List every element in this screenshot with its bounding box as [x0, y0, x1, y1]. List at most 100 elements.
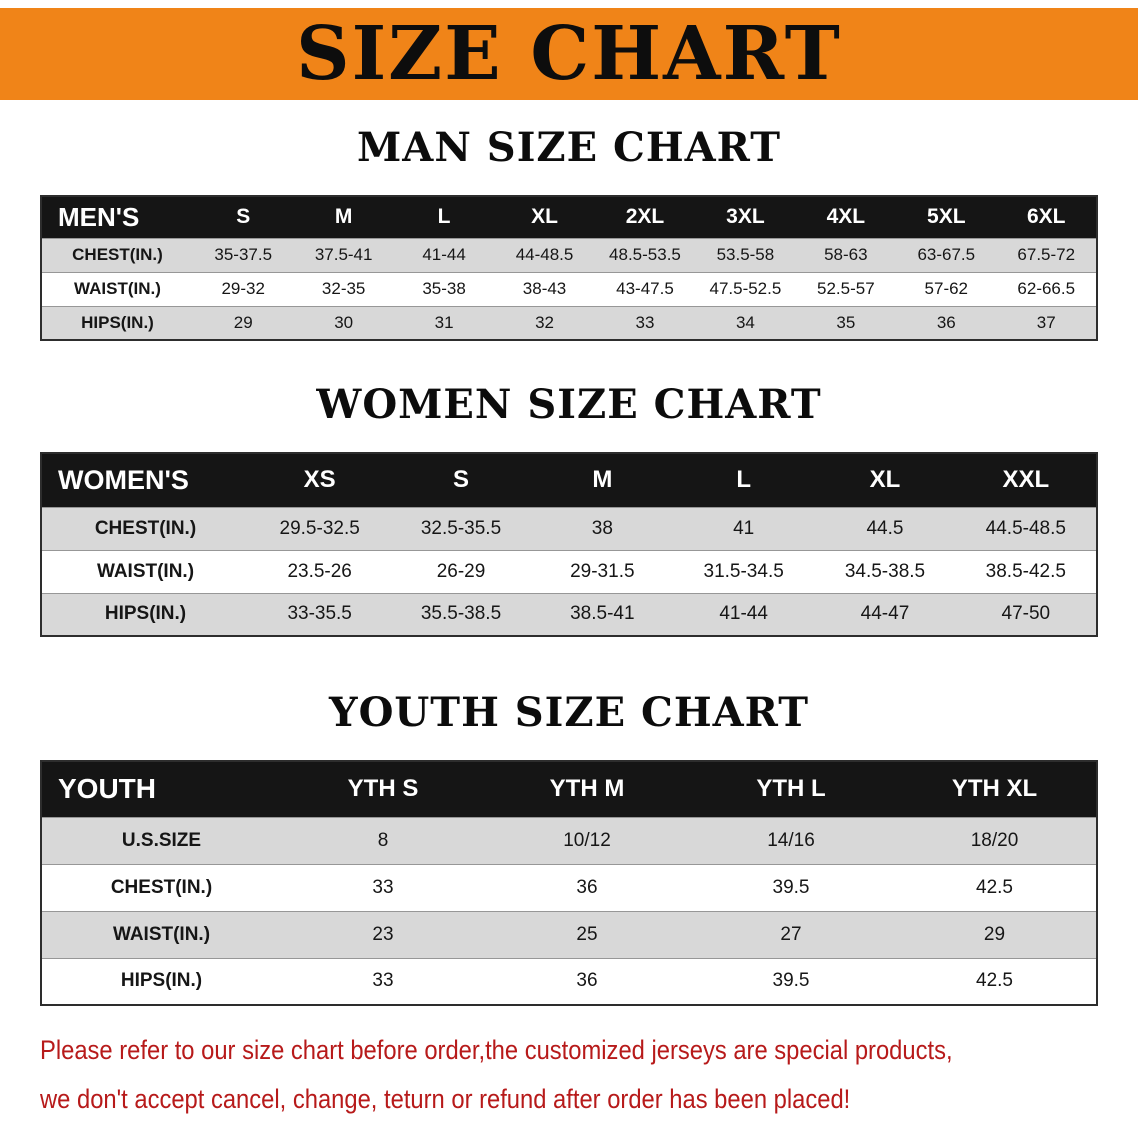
value-cell: 44-47 [814, 592, 956, 636]
value-cell: 14/16 [689, 816, 893, 864]
value-cell: 23.5-26 [249, 549, 391, 593]
size-header-cell: YTH L [689, 761, 893, 817]
women-size-chart-section: WOMEN SIZE CHART WOMEN'S XS S M L XL XXL CHEST(… [0, 381, 1138, 637]
value-cell: 33 [281, 863, 485, 911]
value-cell: 27 [689, 910, 893, 958]
value-cell: 67.5-72 [996, 237, 1097, 272]
size-header-cell: L [393, 196, 495, 238]
women-size-table: WOMEN'S XS S M L XL XXL CHEST(IN.) 29.5-32.5 32.5… [40, 452, 1098, 637]
value-cell: 53.5-58 [695, 237, 796, 272]
value-cell: 36 [485, 863, 689, 911]
size-header-cell: S [390, 453, 532, 507]
youth-section-heading: YOUTH SIZE CHART [329, 689, 809, 736]
footer-note-line-1: Please refer to our size chart before or… [40, 1035, 953, 1065]
value-cell: 10/12 [485, 816, 689, 864]
footer-note: Please refer to our size chart before or… [40, 1026, 1138, 1124]
size-chart-banner: SIZE CHART [0, 8, 1138, 100]
row-label-cell: WAIST(IN.) [41, 910, 281, 958]
table-title-cell: YOUTH [41, 761, 281, 817]
value-cell: 41-44 [672, 592, 815, 636]
row-label-cell: CHEST(IN.) [41, 237, 193, 272]
footer-note-line-2: we don't accept cancel, change, teturn o… [40, 1084, 851, 1114]
size-header-cell: S [193, 196, 294, 238]
value-cell: 29 [893, 910, 1097, 958]
value-cell: 38-43 [494, 271, 595, 306]
value-cell: 35-38 [393, 271, 495, 306]
measurement-row: CHEST(IN.) 35-37.5 37.5-41 41-44 44-48.5 48.5… [41, 237, 1097, 272]
row-label-cell: HIPS(IN.) [41, 592, 249, 636]
value-cell: 58-63 [795, 237, 897, 272]
size-header-cell: YTH S [281, 761, 485, 817]
size-header-cell: YTH XL [893, 761, 1097, 817]
size-header-cell: 6XL [996, 196, 1097, 238]
table-header-row: YOUTH YTH S YTH M YTH L YTH XL [41, 761, 1097, 817]
banner-title: SIZE CHART [296, 11, 842, 97]
value-cell: 37 [996, 305, 1097, 340]
value-cell: 44-48.5 [494, 237, 595, 272]
size-header-cell: 5XL [896, 196, 997, 238]
size-header-cell: XL [494, 196, 595, 238]
table-title-cell: WOMEN'S [41, 453, 249, 507]
value-cell: 34.5-38.5 [814, 549, 956, 593]
value-cell: 36 [485, 957, 689, 1005]
value-cell: 18/20 [893, 816, 1097, 864]
value-cell: 29 [193, 305, 294, 340]
value-cell: 42.5 [893, 957, 1097, 1005]
measurement-row: HIPS(IN.) 33-35.5 35.5-38.5 38.5-41 41-44 44-… [41, 592, 1097, 636]
value-cell: 23 [281, 910, 485, 958]
value-cell: 47-50 [955, 592, 1097, 636]
size-header-cell: XXL [955, 453, 1097, 507]
value-cell: 41 [672, 506, 815, 550]
value-cell: 39.5 [689, 863, 893, 911]
row-label-cell: WAIST(IN.) [41, 549, 249, 593]
row-label-cell: CHEST(IN.) [41, 506, 249, 550]
row-label-cell: CHEST(IN.) [41, 863, 281, 911]
value-cell: 44.5-48.5 [955, 506, 1097, 550]
size-header-cell: L [672, 453, 815, 507]
value-cell: 44.5 [814, 506, 956, 550]
value-cell: 31.5-34.5 [672, 549, 815, 593]
value-cell: 29-31.5 [531, 549, 673, 593]
measurement-row: HIPS(IN.) 29 30 31 32 33 34 35 36 37 [41, 305, 1097, 340]
women-section-heading: WOMEN SIZE CHART [316, 381, 822, 428]
value-cell: 32-35 [293, 271, 394, 306]
value-cell: 38 [531, 506, 673, 550]
size-header-cell: 3XL [695, 196, 796, 238]
measurement-row: WAIST(IN.) 29-32 32-35 35-38 38-43 43-47.5 47.… [41, 271, 1097, 306]
table-title-cell: MEN'S [41, 196, 193, 238]
men-size-table: MEN'S S M L XL 2XL 3XL 4XL 5XL 6XL CHEST(IN.) 35-37… [40, 195, 1098, 341]
value-cell: 33 [594, 305, 696, 340]
size-header-cell: M [531, 453, 673, 507]
value-cell: 33 [281, 957, 485, 1005]
measurement-row: U.S.SIZE 8 10/12 14/16 18/20 [41, 816, 1097, 864]
size-header-cell: M [293, 196, 394, 238]
measurement-row: CHEST(IN.) 33 36 39.5 42.5 [41, 863, 1097, 911]
table-header-row: MEN'S S M L XL 2XL 3XL 4XL 5XL 6XL [41, 196, 1097, 238]
value-cell: 37.5-41 [293, 237, 394, 272]
value-cell: 62-66.5 [996, 271, 1097, 306]
value-cell: 36 [896, 305, 997, 340]
value-cell: 30 [293, 305, 394, 340]
value-cell: 39.5 [689, 957, 893, 1005]
value-cell: 42.5 [893, 863, 1097, 911]
size-header-cell: 4XL [795, 196, 897, 238]
value-cell: 35.5-38.5 [390, 592, 532, 636]
value-cell: 47.5-52.5 [695, 271, 796, 306]
value-cell: 35-37.5 [193, 237, 294, 272]
value-cell: 38.5-42.5 [955, 549, 1097, 593]
value-cell: 29-32 [193, 271, 294, 306]
value-cell: 35 [795, 305, 897, 340]
size-header-cell: XS [249, 453, 391, 507]
value-cell: 29.5-32.5 [249, 506, 391, 550]
value-cell: 48.5-53.5 [594, 237, 696, 272]
value-cell: 43-47.5 [594, 271, 696, 306]
value-cell: 33-35.5 [249, 592, 391, 636]
value-cell: 41-44 [393, 237, 495, 272]
measurement-row: WAIST(IN.) 23.5-26 26-29 29-31.5 31.5-34.5 34… [41, 549, 1097, 593]
row-label-cell: HIPS(IN.) [41, 957, 281, 1005]
size-header-cell: YTH M [485, 761, 689, 817]
row-label-cell: U.S.SIZE [41, 816, 281, 864]
value-cell: 32 [494, 305, 595, 340]
measurement-row: WAIST(IN.) 23 25 27 29 [41, 910, 1097, 958]
